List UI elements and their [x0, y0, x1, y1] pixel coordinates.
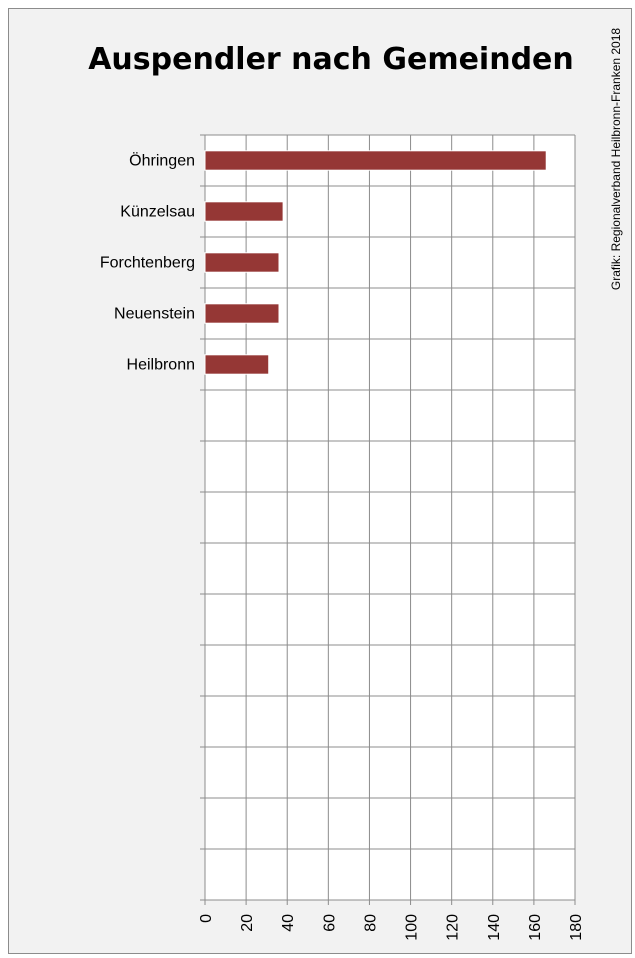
x-tick-label: 40: [280, 914, 297, 932]
category-label: Forchtenberg: [100, 255, 195, 272]
chart-title: Auspendler nach Gemeinden: [88, 42, 574, 77]
x-tick-label: 180: [568, 914, 585, 941]
x-tick-label: 80: [362, 914, 379, 932]
category-label: Heilbronn: [127, 357, 195, 374]
chart-svg: Auspendler nach Gemeinden Grafik: Region…: [88, 28, 623, 941]
plot-background: [205, 135, 575, 900]
bar: [204, 252, 280, 273]
x-tick-label: 60: [321, 914, 338, 932]
x-tick-label: 140: [486, 914, 503, 941]
category-label: Künzelsau: [120, 204, 195, 221]
x-tick-label: 0: [198, 914, 215, 923]
chart-frame: Auspendler nach Gemeinden Grafik: Region…: [8, 8, 632, 954]
chart-credit: Grafik: Regionalverband Heilbronn-Franke…: [609, 28, 623, 290]
category-label: Öhringen: [129, 152, 195, 170]
x-tick-label: 120: [445, 914, 462, 941]
plot-area: Öhringen Künzelsau Forchtenberg Neuenstein H…: [100, 134, 585, 941]
x-tick-label: 100: [404, 914, 421, 941]
bar: [204, 150, 547, 171]
x-tick-label: 160: [527, 914, 544, 941]
bar: [204, 201, 284, 222]
bar: [204, 303, 280, 324]
x-tick-label: 20: [239, 914, 256, 932]
bar: [204, 354, 270, 375]
category-label: Neuenstein: [114, 306, 195, 323]
